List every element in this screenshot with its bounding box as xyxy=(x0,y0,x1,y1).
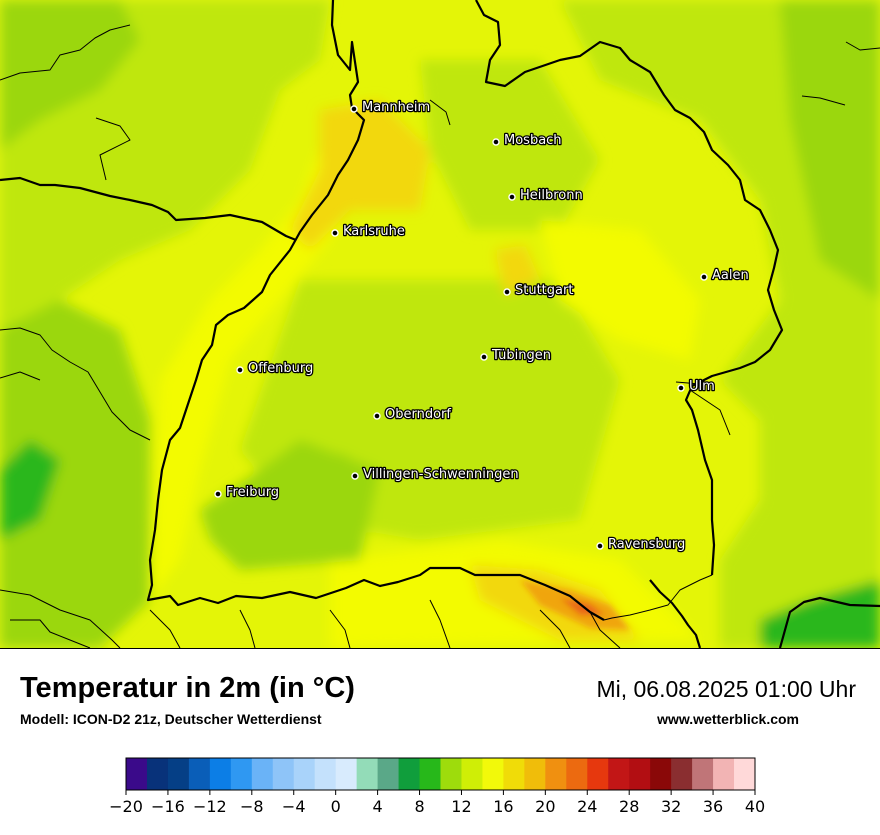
city-dot xyxy=(236,366,244,374)
city-label: Aalen xyxy=(712,268,749,283)
city-marker: Ulm xyxy=(677,378,716,395)
city-marker: Villingen-Schwenningen xyxy=(351,466,520,483)
city-marker: Tübingen xyxy=(480,347,552,364)
city-label: Villingen-Schwenningen xyxy=(363,467,519,482)
legend-swatch xyxy=(398,758,421,790)
city-marker: Stuttgart xyxy=(503,282,575,299)
legend-swatch xyxy=(126,758,148,790)
legend-swatch xyxy=(608,758,630,790)
legend-swatch xyxy=(167,758,190,790)
legend-tick-label: 20 xyxy=(535,797,555,816)
city-markers: Mannheim Mosbach Heilbronn Karlsruhe Aalen St… xyxy=(214,99,750,553)
legend-tick-label: 32 xyxy=(661,797,681,816)
city-label: Karlsruhe xyxy=(343,224,405,239)
legend-swatch xyxy=(419,758,441,790)
legend-swatch xyxy=(629,758,651,790)
legend-swatch xyxy=(230,758,253,790)
city-dot xyxy=(492,138,500,146)
city-label: Ulm xyxy=(689,379,715,394)
city-marker: Karlsruhe xyxy=(331,223,406,240)
legend-tick-label: 0 xyxy=(331,797,341,816)
city-marker: Oberndorf xyxy=(373,406,453,423)
city-dot xyxy=(480,353,488,361)
legend-swatch xyxy=(713,758,735,790)
website-link[interactable]: www.wetterblick.com xyxy=(657,711,799,727)
city-label: Heilbronn xyxy=(520,188,583,203)
legend-tick-label: 8 xyxy=(414,797,424,816)
legend-swatch xyxy=(671,758,693,790)
legend-tick-label: 12 xyxy=(451,797,471,816)
city-dot xyxy=(503,288,511,296)
city-dot xyxy=(350,105,358,113)
city-dot xyxy=(677,384,685,392)
model-info: Modell: ICON-D2 21z, Deutscher Wetterdie… xyxy=(20,711,322,727)
city-label: Offenburg xyxy=(248,361,313,376)
city-marker: Freiburg xyxy=(214,484,280,501)
temperature-map: Mannheim Mosbach Heilbronn Karlsruhe Aalen St… xyxy=(0,0,880,649)
city-dot xyxy=(331,229,339,237)
legend-swatch xyxy=(566,758,588,790)
temperature-field-patches xyxy=(0,0,880,648)
legend-swatch xyxy=(251,758,274,790)
legend-swatch xyxy=(356,758,379,790)
legend-tick-label: 4 xyxy=(373,797,383,816)
legend-swatch xyxy=(377,758,400,790)
city-dot xyxy=(700,273,708,281)
legend-swatch xyxy=(692,758,714,790)
city-dot xyxy=(596,542,604,550)
legend-swatch xyxy=(503,758,525,790)
legend-swatch xyxy=(293,758,316,790)
city-dot xyxy=(351,472,359,480)
legend-tick-label: −12 xyxy=(193,797,227,816)
legend-tick-label: −16 xyxy=(151,797,185,816)
city-label: Mosbach xyxy=(504,133,562,148)
legend-swatch xyxy=(146,758,169,790)
city-marker: Mannheim xyxy=(350,99,431,116)
legend-tick-label: 40 xyxy=(745,797,765,816)
map-title: Temperatur in 2m (in °C) xyxy=(20,672,355,704)
legend-swatch xyxy=(335,758,358,790)
city-marker: Aalen xyxy=(700,267,750,284)
legend-swatch xyxy=(545,758,567,790)
city-label: Tübingen xyxy=(491,348,551,363)
legend-swatch xyxy=(461,758,483,790)
legend-tick-label: 36 xyxy=(703,797,723,816)
city-label: Mannheim xyxy=(362,100,430,115)
legend-swatch xyxy=(587,758,609,790)
city-marker: Ravensburg xyxy=(596,536,687,553)
color-legend: −20 −16 −12 −8 −4 0 4 8 12 16 20 24 28 32 36 40 xyxy=(0,750,880,830)
city-dot xyxy=(214,490,222,498)
city-dot xyxy=(373,412,381,420)
city-label: Stuttgart xyxy=(515,283,573,298)
city-dot xyxy=(508,193,516,201)
legend-swatch xyxy=(314,758,337,790)
legend-tick-label: 16 xyxy=(493,797,513,816)
region-borders xyxy=(0,0,880,648)
legend-swatch xyxy=(650,758,672,790)
city-label: Oberndorf xyxy=(385,407,451,422)
legend-tick-label: −8 xyxy=(240,797,264,816)
city-marker: Offenburg xyxy=(236,360,315,377)
legend-swatch xyxy=(209,758,232,790)
legend-tick-label: 28 xyxy=(619,797,639,816)
legend-tick-label: −4 xyxy=(282,797,306,816)
forecast-datetime: Mi, 06.08.2025 01:00 Uhr xyxy=(596,676,856,702)
legend-tick-label: 24 xyxy=(577,797,597,816)
city-marker: Heilbronn xyxy=(508,187,584,204)
legend-tick-label: −20 xyxy=(109,797,143,816)
legend-swatch xyxy=(734,758,756,790)
city-marker: Mosbach xyxy=(492,132,563,149)
legend-swatch xyxy=(524,758,546,790)
city-label: Freiburg xyxy=(226,485,279,500)
city-label: Ravensburg xyxy=(608,537,685,552)
legend-swatch xyxy=(482,758,504,790)
legend-swatch xyxy=(188,758,211,790)
legend-swatch xyxy=(440,758,462,790)
legend-swatch xyxy=(272,758,295,790)
